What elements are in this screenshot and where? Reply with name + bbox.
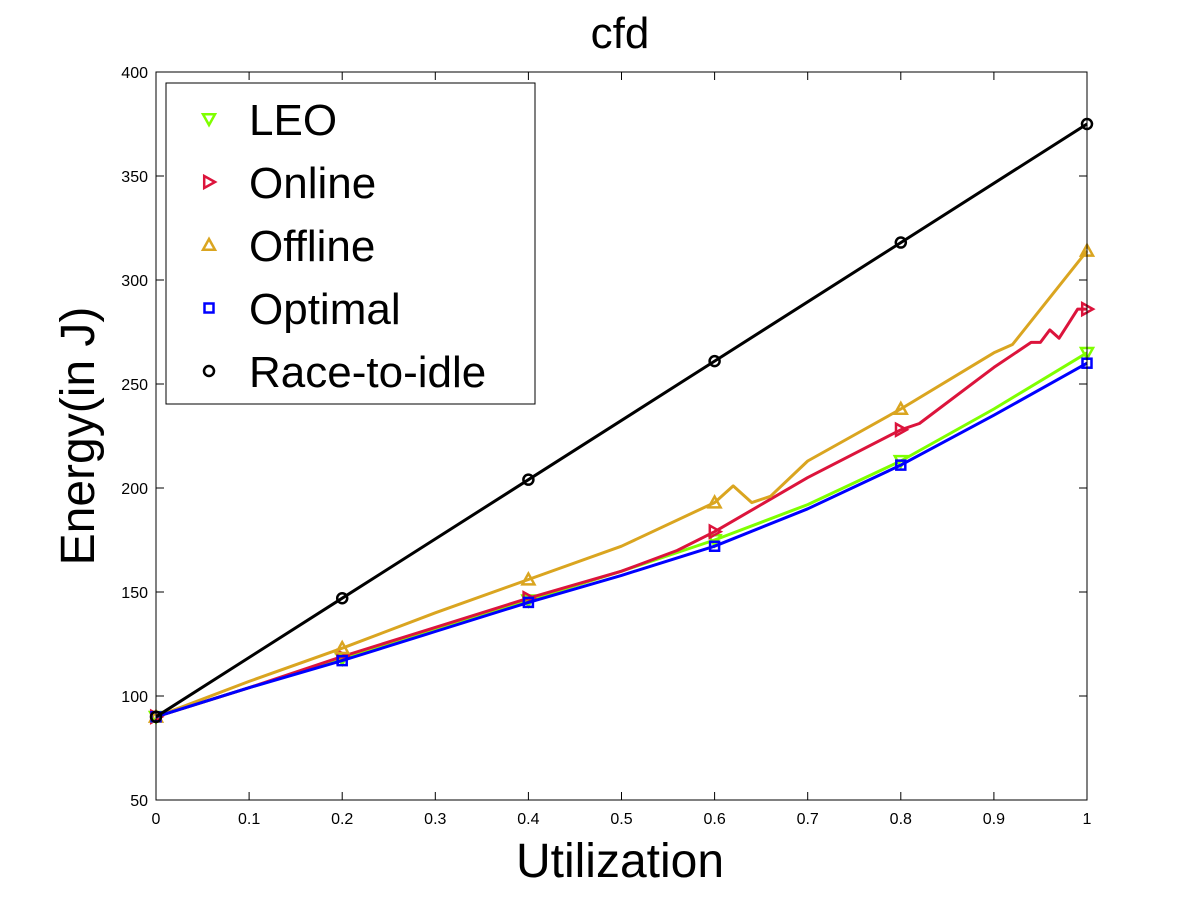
legend-item-offline: Offline — [200, 222, 375, 271]
y-tick-label: 200 — [121, 481, 148, 498]
y-axis-label: Energy(in J) — [52, 307, 105, 566]
x-tick-label: 1 — [1083, 811, 1092, 828]
x-tick-label: 0.5 — [610, 811, 632, 828]
data-point-online — [894, 421, 910, 438]
data-point-offline — [892, 400, 909, 416]
series-line-optimal — [155, 361, 1088, 719]
y-tick-label: 350 — [121, 169, 148, 186]
data-point-online — [1080, 300, 1096, 318]
y-tick-label: 100 — [121, 689, 148, 706]
data-point-optimal — [522, 596, 535, 609]
legend-marker-race-to-idle — [202, 364, 216, 378]
data-point-race-to-idle — [335, 591, 349, 605]
x-axis-label: Utilization — [516, 835, 724, 888]
data-point-optimal — [708, 540, 721, 552]
series-line-online — [155, 307, 1087, 719]
x-tick-label: 0.2 — [331, 811, 353, 828]
data-point-race-to-idle — [894, 236, 908, 249]
legend-marker-offline — [200, 236, 218, 252]
series-line-race-to-idle — [155, 122, 1088, 719]
data-point-optimal — [895, 459, 907, 471]
data-point-optimal — [336, 654, 348, 667]
series-layer — [147, 117, 1096, 726]
legend: LEO Online Offline Optimal Race-to-idle — [165, 82, 536, 405]
legend-item-leo: LEO — [200, 96, 337, 145]
legend-label-leo: LEO — [249, 96, 337, 145]
x-tick-label: 0.9 — [983, 811, 1005, 828]
y-tick-label: 50 — [130, 793, 148, 810]
legend-marker-online — [202, 173, 218, 191]
x-tick-label: 0.4 — [517, 811, 539, 828]
y-tick-label: 300 — [121, 273, 148, 290]
legend-marker-leo — [200, 112, 218, 128]
data-point-online — [708, 523, 724, 540]
legend-label-online: Online — [249, 159, 376, 208]
legend-box — [165, 82, 536, 405]
data-point-offline — [706, 493, 723, 509]
x-tick-label: 0.8 — [890, 811, 912, 828]
y-tick-label: 400 — [121, 65, 148, 82]
x-axis-ticks: 0 0.1 0.2 0.3 0.4 0.5 0.6 0.7 0.8 0.9 1 — [152, 72, 1092, 828]
x-tick-label: 0.7 — [797, 811, 819, 828]
chart-title: cfd — [591, 9, 650, 58]
data-point-race-to-idle — [522, 473, 535, 486]
data-point-offline — [334, 639, 351, 655]
series-race-to-idle — [149, 117, 1094, 724]
x-tick-label: 0 — [152, 811, 161, 828]
legend-label-offline: Offline — [249, 222, 375, 271]
legend-marker-optimal — [203, 302, 215, 314]
x-tick-label: 0.6 — [703, 811, 725, 828]
legend-item-optimal: Optimal — [203, 285, 401, 334]
y-tick-label: 250 — [121, 377, 148, 394]
y-tick-label: 150 — [121, 585, 148, 602]
series-line-offline — [155, 249, 1089, 719]
y-axis-ticks: 50 100 150 200 250 300 350 400 — [121, 65, 1087, 810]
data-point-race-to-idle — [708, 354, 721, 368]
legend-item-online: Online — [202, 159, 376, 208]
legend-item-race-to-idle: Race-to-idle — [202, 348, 486, 397]
legend-label-optimal: Optimal — [249, 285, 401, 334]
series-offline — [147, 242, 1096, 723]
legend-label-race-to-idle: Race-to-idle — [249, 348, 486, 397]
x-tick-label: 0.3 — [424, 811, 446, 828]
data-point-offline — [520, 570, 537, 586]
x-tick-label: 0.1 — [238, 811, 260, 828]
